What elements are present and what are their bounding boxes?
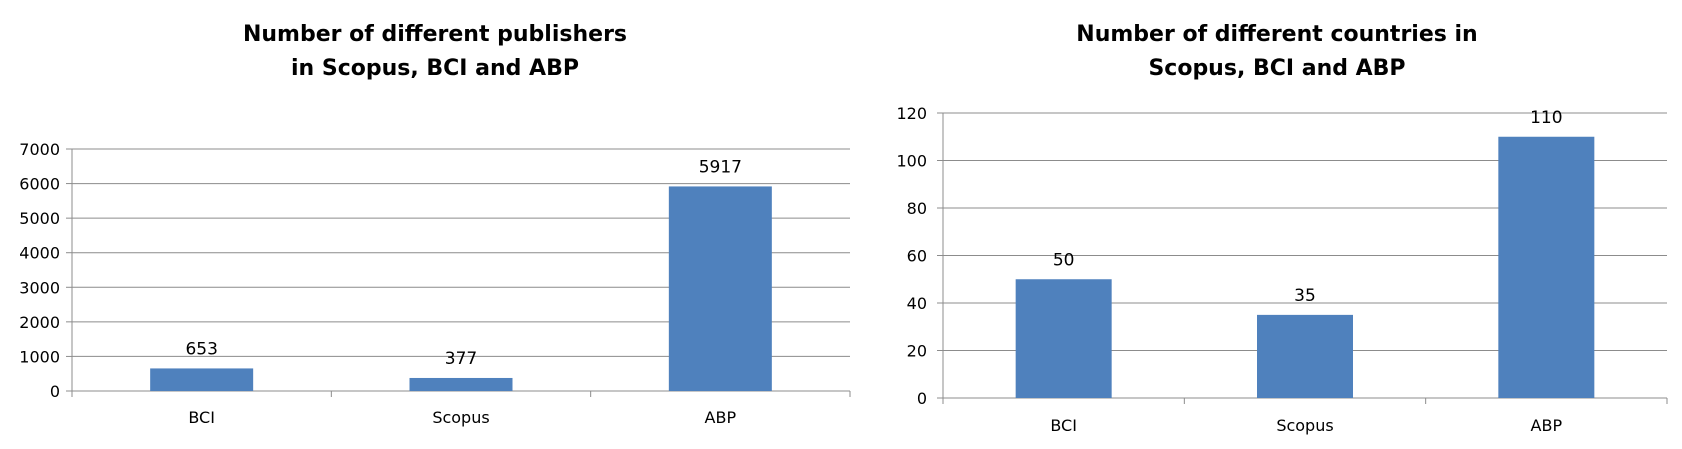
chart-title-line: Number of different publishers (243, 22, 627, 47)
data-label: 35 (1294, 286, 1316, 306)
bar-bci (1015, 279, 1112, 398)
x-category-label: Scopus (432, 408, 489, 427)
y-tick-label: 2000 (19, 313, 60, 332)
publishers-chart: Number of different publishers in Scopus,… (19, 22, 851, 427)
countries-chart: Number of different countries in Scopus, … (896, 22, 1668, 435)
y-tick-label: 1000 (19, 347, 60, 366)
y-tick-label: 7000 (19, 140, 60, 159)
data-label: 5917 (699, 157, 742, 177)
chart-title-line: in Scopus, BCI and ABP (291, 56, 579, 81)
bar-abp (1498, 136, 1595, 398)
y-tick-label: 5000 (19, 209, 60, 228)
chart-title-line: Scopus, BCI and ABP (1148, 56, 1405, 81)
y-tick-label: 60 (907, 247, 927, 266)
bar-scopus (1257, 314, 1353, 398)
x-category-label: Scopus (1276, 416, 1333, 435)
y-tick-label: 40 (907, 294, 927, 313)
data-label: 110 (1530, 108, 1562, 128)
y-tick-label: 20 (907, 342, 927, 361)
data-label: 653 (185, 339, 217, 359)
y-tick-label: 6000 (19, 175, 60, 194)
y-tick-label: 0 (50, 382, 60, 401)
y-tick-label: 80 (907, 199, 927, 218)
y-tick-label: 120 (896, 104, 927, 123)
data-label: 377 (445, 349, 477, 369)
bar-abp (668, 186, 772, 391)
y-tick-label: 0 (917, 389, 927, 408)
y-tick-label: 3000 (19, 278, 60, 297)
bar-bci (150, 368, 254, 391)
chart-title-line: Number of different countries in (1076, 22, 1477, 47)
x-category-label: ABP (1531, 416, 1563, 435)
x-category-label: ABP (705, 408, 737, 427)
x-category-label: BCI (1050, 416, 1077, 435)
data-label: 50 (1053, 250, 1075, 270)
bar-scopus (409, 377, 513, 391)
x-category-label: BCI (188, 408, 215, 427)
y-tick-label: 4000 (19, 244, 60, 263)
y-tick-label: 100 (896, 152, 927, 171)
